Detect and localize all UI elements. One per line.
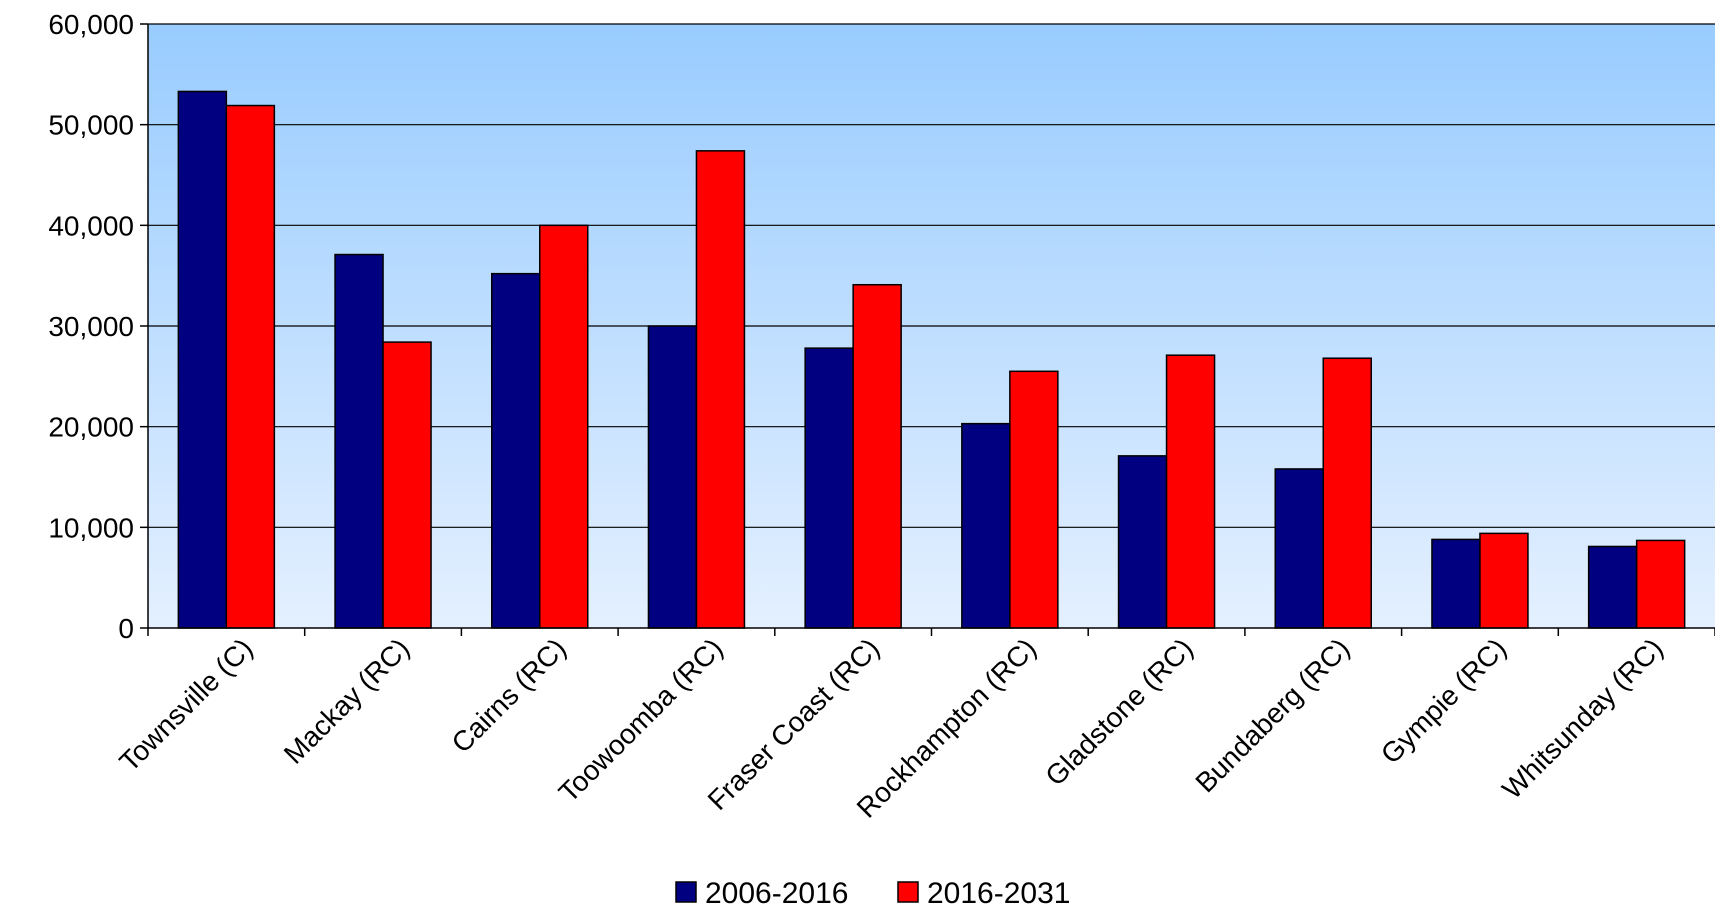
x-tick-label: Gympie (RC)	[1375, 632, 1512, 769]
legend-label: 2006-2016	[705, 877, 848, 910]
bar-series2	[1009, 370, 1059, 629]
legend-swatch	[675, 881, 697, 903]
y-tick-label: 20,000	[48, 412, 134, 443]
x-tick-label: Townsville (C)	[113, 632, 258, 777]
y-tick-label: 40,000	[48, 210, 134, 241]
bar-series2	[1635, 539, 1686, 629]
bar-series2	[539, 224, 589, 629]
bar-series1	[804, 347, 854, 629]
bar-series2	[382, 341, 432, 629]
bar-series1	[647, 325, 698, 629]
bar-series2	[225, 104, 276, 629]
bar-series1	[491, 272, 541, 629]
x-tick-label: Bundaberg (RC)	[1189, 632, 1355, 798]
x-tick-label: Toowoomba (RC)	[553, 632, 729, 808]
bars	[177, 90, 1686, 629]
bar-series2	[1165, 354, 1216, 629]
bar-series1	[1117, 455, 1168, 629]
bar-series2	[1479, 532, 1529, 629]
x-tick-label: Whitsunday (RC)	[1496, 632, 1669, 805]
x-tick-label: Cairns (RC)	[446, 632, 572, 758]
bar-series1	[334, 253, 384, 629]
y-tick-label: 60,000	[48, 9, 134, 40]
legend-label: 2016-2031	[927, 877, 1070, 910]
y-tick-label: 50,000	[48, 110, 134, 141]
x-tick-label: Rockhampton (RC)	[851, 632, 1042, 823]
axes	[140, 23, 1715, 636]
bar-series1	[1431, 538, 1481, 629]
bar-series2	[1322, 357, 1372, 629]
x-tick-labels: Townsville (C) Mackay (RC) Cairns (RC)Toow…	[113, 632, 1668, 823]
y-tick-label: 0	[118, 613, 134, 644]
bar-series1	[177, 90, 228, 629]
x-tick-label: Fraser Coast (RC)	[702, 632, 886, 816]
legend-swatch	[897, 881, 919, 903]
bar-series1	[961, 422, 1011, 629]
y-tick-labels: 0 10,000 20,000 30,000 40,000 50,000 60,000	[48, 9, 134, 644]
x-tick-label: Gladstone (RC)	[1039, 632, 1198, 791]
bar-series2	[852, 283, 902, 629]
x-tick-label: Mackay (RC)	[278, 632, 415, 769]
bar-series1	[1274, 468, 1324, 629]
y-tick-label: 30,000	[48, 311, 134, 342]
bar-series1	[1587, 545, 1638, 629]
legend: 2006-2016 2016-2031	[675, 877, 1070, 910]
bar-series2	[695, 150, 746, 629]
y-tick-label: 10,000	[48, 512, 134, 543]
